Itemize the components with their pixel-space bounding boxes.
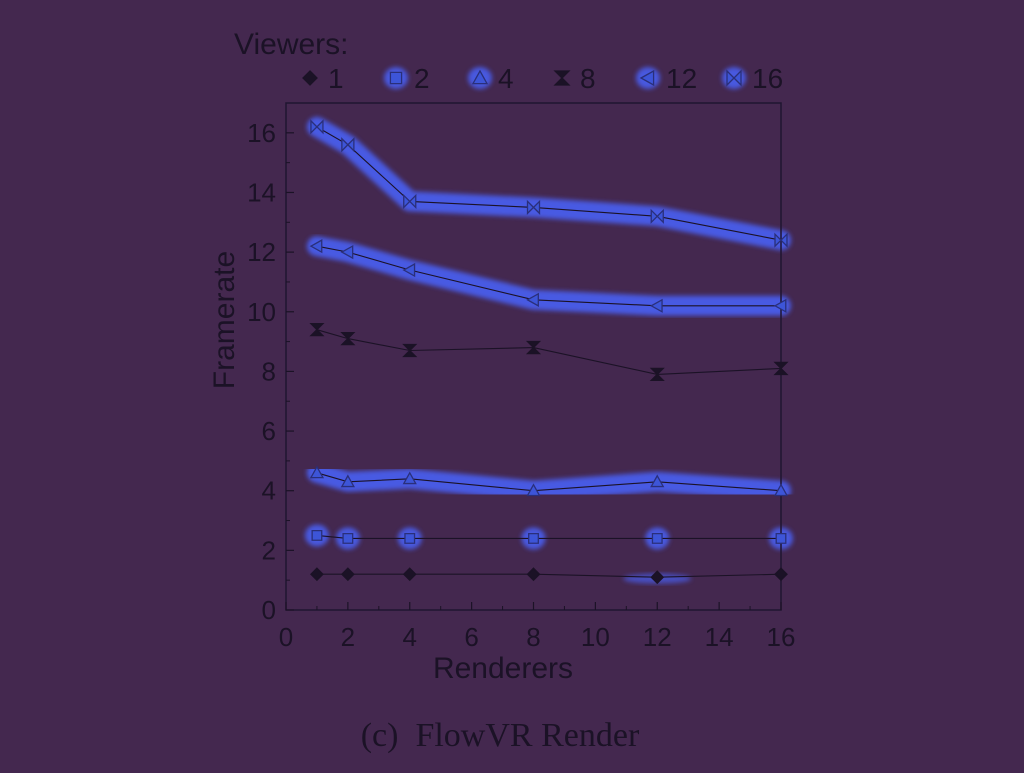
data-point [525, 340, 542, 355]
x-tick-label: 10 [581, 622, 610, 652]
data-point [402, 567, 417, 582]
series-1 [310, 567, 788, 585]
x-tick-label: 4 [403, 622, 417, 652]
legend-marker [471, 69, 489, 85]
legend-label: 16 [752, 63, 783, 94]
series-8 [309, 323, 789, 382]
axes: 0 2 4 6 8 10 12 14 16 0 2 4 6 8 10 12 14 16 [247, 118, 795, 652]
highlight-stroke-12 [306, 236, 791, 316]
y-tick-label: 6 [262, 416, 276, 446]
data-point [340, 331, 356, 346]
legend-marker [726, 69, 742, 87]
data-point [526, 199, 541, 215]
series-16 [310, 119, 788, 248]
data-point [526, 483, 541, 497]
data-point [310, 567, 324, 582]
data-point [311, 529, 323, 541]
x-tick-label: 16 [767, 622, 796, 652]
series-line-4 [316, 472, 782, 492]
x-axis-label: Renderers [433, 652, 573, 685]
series-line-2 [316, 534, 781, 539]
data-point [773, 298, 787, 313]
figure-caption: (c) FlowVR Render [361, 717, 640, 754]
data-point [340, 245, 354, 260]
y-tick-label: 4 [262, 476, 276, 506]
highlight-stroke-4 [306, 462, 791, 501]
legend-item-8: 8 [553, 63, 596, 94]
x-tick-label: 6 [464, 622, 478, 652]
data-point [649, 298, 663, 313]
data-point [650, 474, 665, 488]
data-point [651, 532, 663, 544]
data-point [773, 361, 789, 376]
series-2 [311, 529, 787, 544]
data-point [775, 532, 787, 544]
legend-marker [639, 69, 655, 87]
x-tick-label: 12 [643, 622, 672, 652]
legend-label: 12 [666, 63, 697, 94]
legend-marker [389, 71, 403, 85]
data-point [309, 323, 325, 337]
legend-marker [302, 70, 318, 86]
series-line-1 [316, 573, 782, 578]
data-point [773, 483, 789, 497]
legend-marker [553, 70, 571, 86]
data-point [402, 343, 418, 358]
data-point [774, 232, 788, 248]
series-4 [309, 465, 789, 497]
legend-item-2: 2 [384, 63, 430, 94]
legend-label: 4 [498, 63, 514, 94]
legend-item-16: 16 [722, 63, 783, 94]
data-point [402, 471, 417, 485]
legend-label: 8 [580, 63, 596, 94]
data-point [528, 532, 539, 544]
data-point [403, 193, 417, 209]
data-point [342, 532, 354, 544]
y-tick-label: 2 [262, 535, 276, 565]
data-point [650, 208, 664, 224]
data-point [402, 262, 416, 278]
data-point [774, 567, 788, 582]
data-point [650, 570, 665, 585]
highlight-stroke-16 [306, 116, 791, 251]
data-point [309, 465, 325, 479]
x-tick-label: 14 [705, 622, 734, 652]
x-tick-label: 2 [341, 622, 355, 652]
x-tick-label: 8 [526, 622, 540, 652]
legend-title: Viewers: [234, 28, 349, 61]
legend-label: 2 [414, 63, 430, 94]
series-line-8 [316, 329, 782, 375]
y-tick-label: 10 [247, 297, 276, 327]
series-layer [309, 119, 789, 585]
data-point [649, 367, 665, 382]
data-point [310, 119, 324, 135]
data-point [340, 474, 355, 488]
legend-item-12: 12 [636, 63, 697, 94]
legend: Viewers:1 2 4 8 12 16 [234, 28, 783, 94]
y-tick-label: 16 [247, 118, 276, 148]
y-tick-label: 8 [262, 356, 276, 386]
y-axis-label: Framerate [208, 251, 241, 389]
y-tick-label: 0 [262, 595, 276, 625]
series-12 [309, 239, 787, 313]
y-tick-label: 12 [247, 237, 276, 267]
data-point [340, 567, 355, 582]
legend-item-1: 1 [302, 63, 344, 94]
data-point [404, 532, 416, 544]
data-point [341, 137, 355, 153]
highlight-strokes [304, 116, 793, 584]
legend-label: 1 [328, 63, 344, 94]
data-point [526, 567, 541, 582]
data-point [309, 239, 323, 254]
data-point [526, 292, 539, 307]
x-tick-label: 0 [279, 622, 293, 652]
legend-item-4: 4 [468, 63, 514, 94]
y-tick-label: 14 [247, 177, 276, 207]
